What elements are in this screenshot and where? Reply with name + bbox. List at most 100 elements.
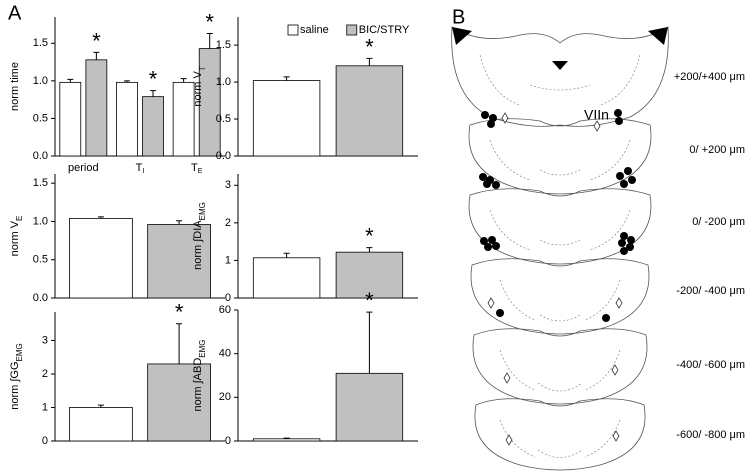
y-tick-label: 2 xyxy=(42,368,48,380)
y-tick-label: 1.5 xyxy=(216,39,231,51)
error-bar xyxy=(206,33,213,49)
bar xyxy=(252,257,321,299)
y-axis-label: norm ∫DIAEMG xyxy=(192,202,207,270)
y-tick-label: 0.5 xyxy=(33,254,48,266)
bar xyxy=(69,407,133,442)
bar xyxy=(59,81,82,157)
y-tick-label: 60 xyxy=(219,304,231,316)
y-label-sub: EMG xyxy=(198,202,207,220)
bar xyxy=(335,65,404,157)
y-label-sub: E xyxy=(15,216,24,221)
x-tick-label: period xyxy=(68,162,99,174)
section xyxy=(451,26,669,127)
error-bar xyxy=(67,78,74,83)
nucleus-label: VIIn xyxy=(584,107,609,123)
error-bar xyxy=(366,311,373,374)
y-tick-label: 1.5 xyxy=(33,37,48,49)
category: T xyxy=(136,162,143,174)
y-label-sub: EMG xyxy=(198,340,207,358)
bar xyxy=(252,438,321,442)
y-axis-label: norm ∫ABDEMG xyxy=(192,340,207,412)
y-tick-label: 40 xyxy=(219,348,231,360)
y-tick-label: 1 xyxy=(42,401,48,413)
y-label-text: norm ∫ABD xyxy=(192,358,204,412)
diamonds xyxy=(487,112,623,446)
y-tick-label: 0.5 xyxy=(216,113,231,125)
bar xyxy=(147,363,211,442)
bar-chart: 0 1 2 3 norm ∫DIAEMG * xyxy=(192,174,418,304)
error-bar xyxy=(283,76,290,81)
level-label: -200/ -400 μm xyxy=(676,285,745,297)
level-label: -400/ -600 μm xyxy=(676,359,745,371)
y-tick-label: 0.0 xyxy=(216,150,231,162)
panel-label: A xyxy=(8,2,22,24)
brainstem-sections: VIIn xyxy=(451,26,669,471)
y-label-text: norm V xyxy=(192,71,204,107)
significance-marker: * xyxy=(365,34,374,59)
y-label-text: norm V xyxy=(9,220,21,256)
level-label: 0/ +200 μm xyxy=(689,144,745,156)
y-label-text: norm ∫DIA xyxy=(192,220,204,270)
error-bar xyxy=(283,252,290,258)
y-tick-label: 0 xyxy=(42,435,48,447)
error-bar xyxy=(97,404,104,408)
legend-swatch xyxy=(346,24,358,36)
significance-marker: * xyxy=(175,300,184,325)
x-tick-label: TE xyxy=(191,162,203,175)
y-tick-label: 1.0 xyxy=(33,75,48,87)
y-tick-label: 0.0 xyxy=(33,150,48,162)
y-tick-label: 1.0 xyxy=(33,215,48,227)
y-tick-label: 0 xyxy=(225,292,231,304)
category-sub: I xyxy=(142,168,144,175)
y-tick-label: 0.5 xyxy=(33,112,48,124)
y-axis-label: norm time xyxy=(9,62,21,111)
y-tick-label: 20 xyxy=(219,391,231,403)
error-bar xyxy=(180,78,187,83)
bar xyxy=(142,96,164,157)
legend-label: BIC/STRY xyxy=(359,24,410,36)
panel-label: B xyxy=(452,6,465,28)
y-tick-label: 2 xyxy=(225,217,231,229)
error-bar xyxy=(366,247,373,253)
y-axis-label: norm VT xyxy=(192,66,207,106)
y-axis-label: norm ∫GGEMG xyxy=(9,343,24,409)
bar-chart: 0.0 0.5 1.0 1.5 norm VT * saline BIC/STRY xyxy=(192,17,418,162)
bar xyxy=(85,59,108,157)
y-label-sub: T xyxy=(198,66,207,71)
error-bar xyxy=(150,90,157,97)
bar xyxy=(335,372,404,442)
y-tick-label: 0.0 xyxy=(33,292,48,304)
category-sub: E xyxy=(198,168,203,175)
legend-swatch xyxy=(287,24,299,36)
error-bar xyxy=(97,216,104,219)
y-tick-label: 3 xyxy=(42,334,48,346)
section xyxy=(472,328,648,405)
y-tick-label: 3 xyxy=(225,179,231,191)
section xyxy=(474,398,646,471)
x-tick-label: TI xyxy=(136,162,145,175)
category: period xyxy=(68,162,99,174)
error-bar xyxy=(176,323,183,364)
y-tick-label: 1.5 xyxy=(33,177,48,189)
bar xyxy=(116,81,138,157)
y-label-text: norm ∫GG xyxy=(9,361,21,409)
error-bar xyxy=(123,80,130,83)
bar xyxy=(147,224,211,299)
y-label-sub: EMG xyxy=(15,343,24,361)
bar xyxy=(335,251,404,299)
error-bar xyxy=(283,437,290,439)
category: T xyxy=(191,162,198,174)
significance-marker: * xyxy=(92,28,101,53)
significance-marker: * xyxy=(149,67,158,92)
y-tick-label: 1.0 xyxy=(216,76,231,88)
y-label-text: norm time xyxy=(9,62,21,111)
significance-marker: * xyxy=(205,10,214,35)
error-bar xyxy=(176,220,183,225)
level-label: 0/ -200 μm xyxy=(692,216,745,228)
legend-label: saline xyxy=(300,24,329,36)
bar-chart: 0.0 0.5 1.0 1.5 norm VE xyxy=(9,174,225,304)
